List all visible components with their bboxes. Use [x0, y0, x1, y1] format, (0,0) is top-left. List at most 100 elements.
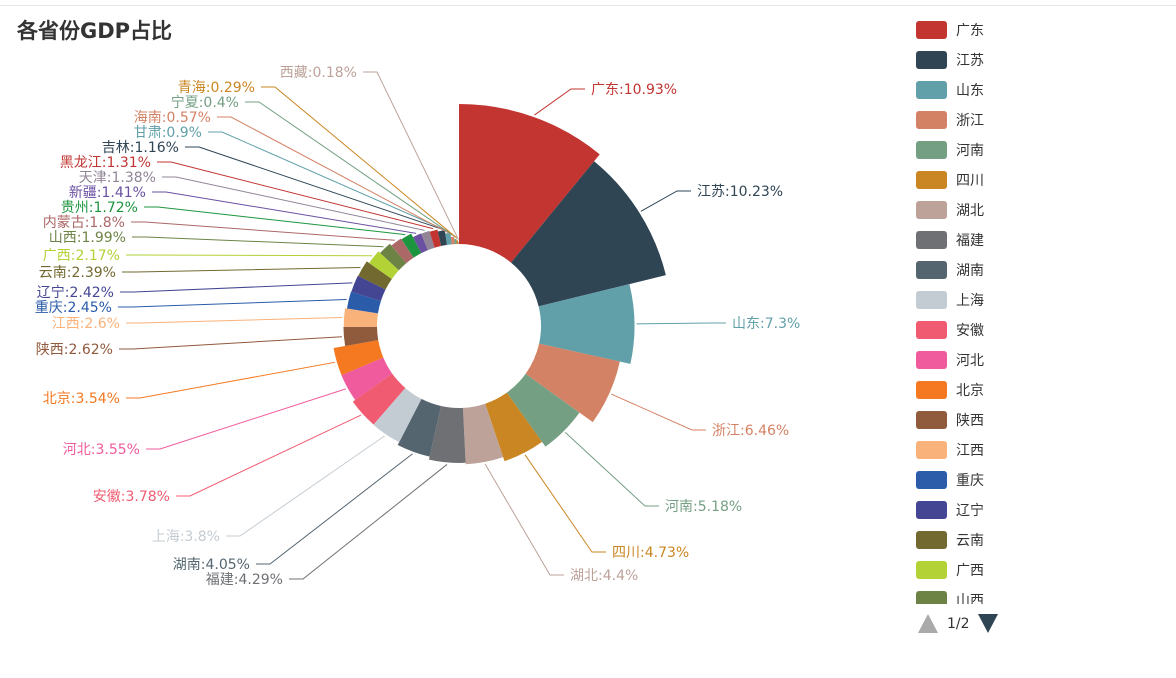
- slice-hubei[interactable]: [462, 403, 504, 465]
- legend-label: 湖北: [956, 203, 984, 219]
- slice-chongqing[interactable]: [346, 291, 381, 314]
- legend-item-hebei[interactable]: 河北: [912, 348, 984, 372]
- legend-item-beijing[interactable]: 北京: [912, 378, 984, 402]
- legend-label: 福建: [956, 233, 984, 249]
- slice-yunnan[interactable]: [358, 261, 392, 290]
- label-fujian: 福建:4.29%: [206, 572, 283, 588]
- leader-line-shaanxi: [119, 336, 342, 350]
- slice-guizhou[interactable]: [401, 233, 422, 258]
- slice-guangdong[interactable]: [459, 104, 600, 263]
- leader-line-jiangxi: [126, 316, 343, 324]
- label-shaanxi: 陕西:2.62%: [36, 342, 113, 358]
- slice-neimenggu[interactable]: [391, 238, 414, 264]
- legend-prev-page-icon[interactable]: [918, 614, 938, 633]
- slice-ningxia[interactable]: [454, 238, 457, 245]
- legend-swatch: [916, 81, 947, 99]
- label-jiangxi: 江西:2.6%: [52, 316, 120, 332]
- legend-item-zhejiang[interactable]: 浙江: [912, 108, 984, 132]
- slice-qinghai[interactable]: [456, 240, 459, 245]
- legend-label: 山西: [956, 593, 984, 604]
- legend-swatch: [916, 291, 947, 309]
- legend-item-chongqing[interactable]: 重庆: [912, 468, 984, 492]
- label-neimenggu: 内蒙古:1.8%: [43, 215, 125, 231]
- legend-swatch: [916, 21, 947, 39]
- legend-item-shaanxi[interactable]: 陕西: [912, 408, 984, 432]
- slice-heilongjiang[interactable]: [429, 229, 442, 248]
- label-hainan: 海南:0.57%: [134, 110, 211, 126]
- slice-hebei[interactable]: [341, 357, 393, 400]
- leader-line-shandong: [636, 322, 726, 325]
- leader-line-liaoning: [120, 282, 353, 293]
- leader-line-hunan: [256, 453, 413, 565]
- legend-label: 河南: [956, 143, 984, 159]
- legend-item-hunan[interactable]: 湖南: [912, 258, 984, 282]
- slice-shaanxi[interactable]: [343, 326, 379, 346]
- legend-item-hubei[interactable]: 湖北: [912, 198, 984, 222]
- legend-item-jiangxi[interactable]: 江西: [912, 438, 984, 462]
- leader-line-jiangsu: [640, 190, 691, 212]
- legend-item-liaoning[interactable]: 辽宁: [912, 498, 984, 522]
- slice-fujian[interactable]: [428, 406, 466, 463]
- slice-tianjin[interactable]: [421, 230, 435, 251]
- legend-item-yunnan[interactable]: 云南: [912, 528, 984, 552]
- leader-line-xizang: [363, 71, 459, 240]
- legend-label: 广西: [956, 563, 984, 579]
- slice-hunan[interactable]: [397, 398, 442, 457]
- slice-anhui[interactable]: [352, 373, 406, 425]
- slice-shanghai[interactable]: [373, 387, 422, 443]
- legend-label: 江苏: [956, 53, 984, 69]
- label-shanxi: 山西:1.99%: [49, 230, 126, 246]
- legend-swatch: [916, 411, 947, 429]
- label-jiangsu: 江苏:10.23%: [697, 184, 783, 200]
- slice-beijing[interactable]: [333, 340, 384, 376]
- slice-shanxi[interactable]: [380, 243, 407, 271]
- label-henan: 河南:5.18%: [665, 499, 742, 515]
- legend-label: 湖南: [956, 263, 984, 279]
- leader-line-beijing: [126, 361, 335, 399]
- slice-henan[interactable]: [506, 373, 580, 447]
- legend-label: 广东: [956, 23, 984, 39]
- slice-xinjiang[interactable]: [413, 233, 428, 254]
- label-qinghai: 青海:0.29%: [178, 80, 255, 96]
- legend-swatch: [916, 201, 947, 219]
- legend-swatch: [916, 111, 947, 129]
- legend-item-guangdong[interactable]: 广东: [912, 18, 984, 42]
- leader-line-jilin: [185, 146, 442, 230]
- label-hunan: 湖南:4.05%: [173, 557, 250, 573]
- slice-zhejiang[interactable]: [525, 343, 620, 423]
- legend-item-jiangsu[interactable]: 江苏: [912, 48, 984, 72]
- leader-line-sichuan: [524, 454, 606, 553]
- slice-shandong[interactable]: [538, 284, 635, 364]
- slice-sichuan[interactable]: [485, 392, 543, 462]
- slice-jilin[interactable]: [437, 230, 447, 246]
- label-tianjin: 天津:1.38%: [79, 170, 156, 186]
- leader-line-hebei: [146, 388, 346, 450]
- label-guizhou: 贵州:1.72%: [61, 200, 138, 216]
- legend-item-shandong[interactable]: 山东: [912, 78, 984, 102]
- slice-hainan[interactable]: [450, 236, 455, 245]
- legend-next-page-icon[interactable]: [977, 614, 998, 633]
- slice-guangxi[interactable]: [369, 251, 399, 279]
- legend-item-anhui[interactable]: 安徽: [912, 318, 984, 342]
- legend-item-shanxi[interactable]: 山西: [912, 588, 984, 604]
- legend-pager: 1/2: [918, 614, 998, 633]
- label-sichuan: 四川:4.73%: [612, 545, 689, 561]
- label-yunnan: 云南:2.39%: [39, 265, 116, 281]
- legend-item-henan[interactable]: 河南: [912, 138, 984, 162]
- slice-liaoning[interactable]: [351, 275, 386, 302]
- legend-item-fujian[interactable]: 福建: [912, 228, 984, 252]
- legend-swatch: [916, 231, 947, 249]
- legend-item-shanghai[interactable]: 上海: [912, 288, 984, 312]
- leader-line-zhejiang: [611, 393, 706, 431]
- slice-gansu[interactable]: [445, 232, 452, 245]
- leader-line-hainan: [217, 116, 453, 236]
- legend-page-indicator: 1/2: [947, 615, 970, 632]
- legend-swatch: [916, 321, 947, 339]
- slice-jiangsu[interactable]: [510, 161, 666, 307]
- slice-jiangxi[interactable]: [343, 308, 378, 328]
- slice-xizang[interactable]: [458, 241, 459, 245]
- legend-label: 云南: [956, 533, 984, 549]
- legend-item-guangxi[interactable]: 广西: [912, 558, 984, 582]
- legend-item-sichuan[interactable]: 四川: [912, 168, 984, 192]
- label-zhejiang: 浙江:6.46%: [712, 423, 789, 439]
